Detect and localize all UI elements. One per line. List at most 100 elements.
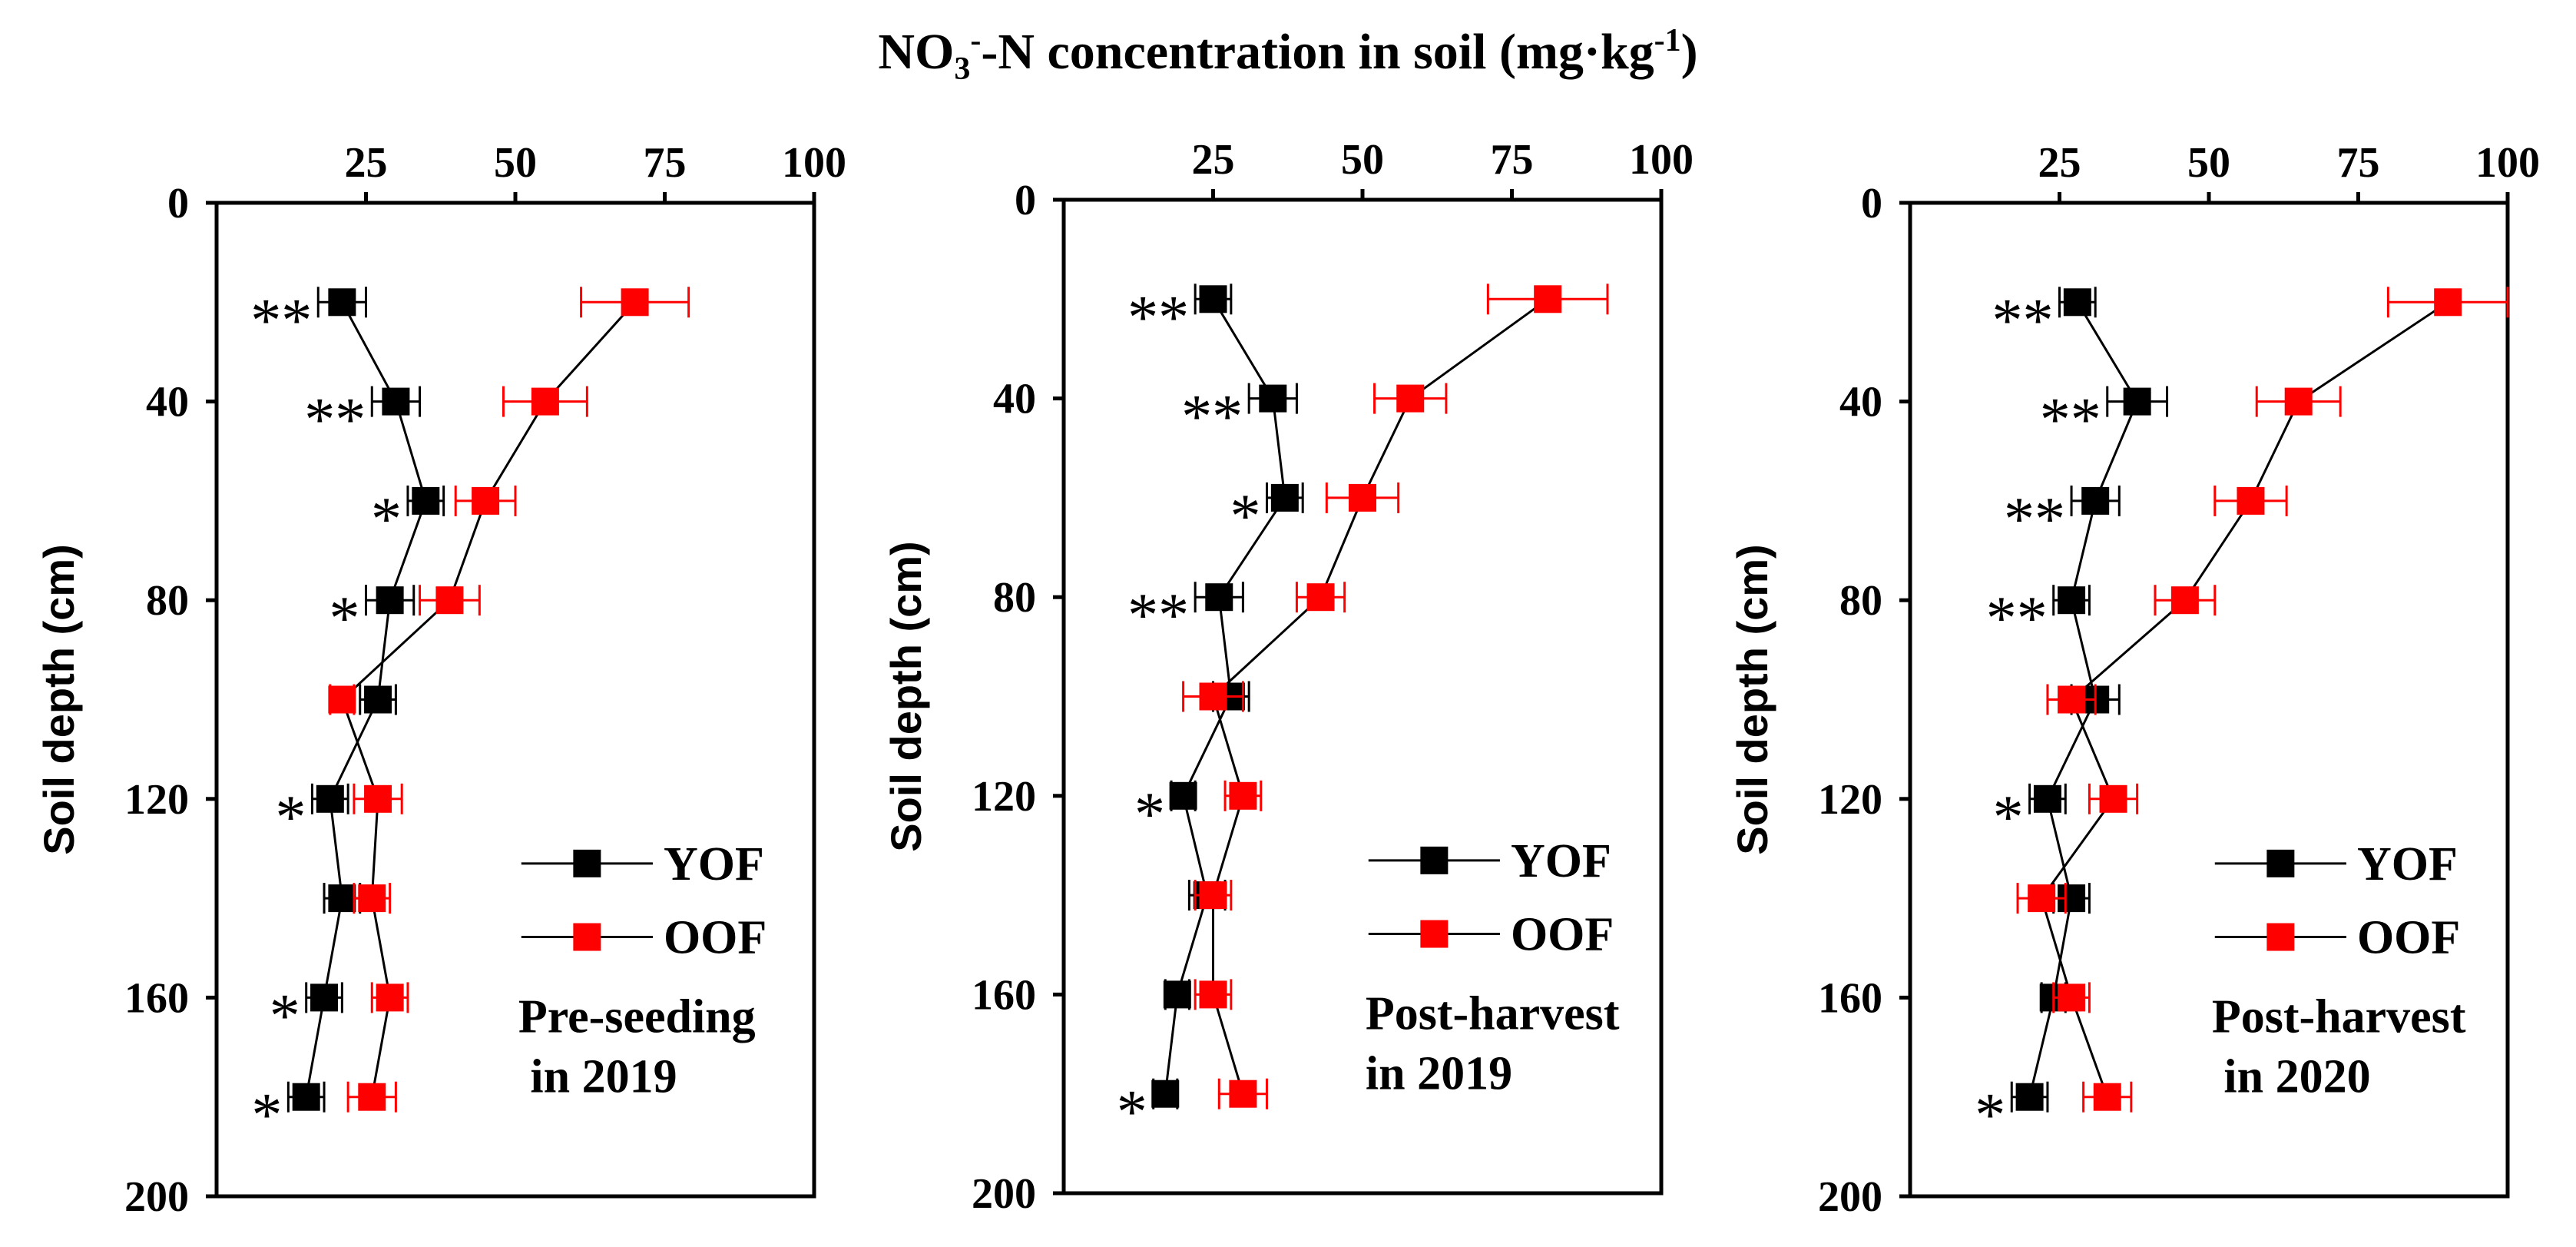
- data-point: [1199, 682, 1227, 711]
- y-tick-label: 40: [146, 379, 189, 426]
- x-tick-label: 100: [2475, 139, 2540, 187]
- y-axis-label: Soil depth (cm): [882, 541, 930, 851]
- x-tick-label: 75: [644, 139, 687, 187]
- significance-marker: *: [275, 784, 306, 851]
- legend-label-oof: OOF: [2357, 912, 2460, 964]
- figure-title: NO3--N concentration in soil (mg·kg-1): [878, 23, 1698, 88]
- x-tick-label: 100: [1629, 136, 1694, 184]
- data-point: [2058, 586, 2086, 615]
- y-tick-label: 200: [124, 1173, 189, 1221]
- significance-marker: **: [1127, 284, 1189, 351]
- y-tick-label: 40: [1839, 379, 1882, 426]
- y-tick-label: 160: [124, 974, 189, 1022]
- data-point: [1169, 781, 1197, 810]
- significance-marker: *: [1134, 781, 1165, 848]
- data-point: [328, 288, 356, 317]
- panel-annotation-line: in 2019: [1366, 1048, 1512, 1100]
- significance-marker: **: [1181, 383, 1243, 451]
- data-point: [1349, 483, 1376, 512]
- data-point: [1306, 583, 1335, 612]
- significance-marker: *: [1117, 1079, 1147, 1146]
- data-point: [376, 983, 404, 1012]
- y-tick-label: 80: [993, 574, 1036, 622]
- x-tick-label: 50: [494, 139, 537, 187]
- data-point: [358, 884, 386, 913]
- x-tick-label: 25: [345, 139, 388, 187]
- data-point: [376, 586, 404, 615]
- significance-marker: *: [270, 982, 300, 1050]
- panel-annotation: Post-harvest in 2020: [2212, 991, 2466, 1103]
- x-tick-label: 50: [1341, 136, 1384, 184]
- data-point: [1270, 483, 1299, 512]
- significance-marker: **: [250, 287, 312, 354]
- legend: YOF OOF: [1368, 835, 1614, 961]
- data-point: [328, 685, 356, 714]
- significance-marker: *: [1975, 1082, 2005, 1149]
- data-point: [1199, 980, 1227, 1009]
- data-point: [1199, 285, 1227, 313]
- data-point: [316, 784, 344, 813]
- data-point: [292, 1083, 320, 1111]
- legend-marker-oof: [573, 923, 601, 951]
- data-point: [364, 784, 392, 813]
- x-tick-label: 25: [2038, 139, 2081, 187]
- x-tick-label: 75: [2337, 139, 2380, 187]
- y-tick-label: 160: [972, 971, 1036, 1019]
- data-point: [621, 288, 649, 317]
- data-point: [1199, 881, 1227, 910]
- data-point: [382, 387, 410, 416]
- series-yof: [286, 287, 445, 1113]
- data-point: [2033, 784, 2061, 813]
- panel-annotation-line: Post-harvest: [1366, 988, 1620, 1040]
- x-tick-label: 75: [1491, 136, 1534, 184]
- y-tick-label: 40: [993, 376, 1036, 423]
- data-point: [1396, 384, 1425, 413]
- panel-annotation-line: Post-harvest: [2212, 991, 2466, 1043]
- significance-marker: *: [371, 486, 402, 553]
- y-tick-label: 120: [124, 776, 189, 824]
- y-axis-label: Soil depth (cm): [35, 544, 83, 854]
- data-point: [2063, 288, 2091, 317]
- series-oof: [2016, 287, 2509, 1113]
- series-oof: [328, 287, 690, 1113]
- legend-label-yof: YOF: [664, 838, 764, 890]
- data-point: [2058, 685, 2086, 714]
- data-point: [2093, 1083, 2121, 1111]
- significance-marker: *: [329, 585, 360, 652]
- data-point: [2284, 387, 2313, 416]
- significance-marker: *: [1993, 784, 2024, 851]
- y-tick-label: 120: [1818, 776, 1882, 824]
- panel-annotation-line: in 2020: [2212, 1051, 2371, 1103]
- y-tick-label: 80: [146, 577, 189, 625]
- y-tick-label: 0: [1861, 180, 1882, 227]
- legend-marker-yof: [2266, 849, 2295, 877]
- legend-label-yof: YOF: [1511, 835, 1611, 887]
- panel-annotation-line: Pre-seeding: [518, 991, 756, 1043]
- data-point: [310, 983, 339, 1012]
- x-tick-label: 25: [1192, 136, 1235, 184]
- legend-marker-oof: [1420, 920, 1449, 948]
- data-point: [2237, 486, 2265, 515]
- significance-marker: **: [2040, 386, 2101, 454]
- data-point: [328, 884, 356, 913]
- x-tick-label: 100: [782, 139, 846, 187]
- significance-marker: **: [1986, 585, 2048, 652]
- data-point: [2081, 486, 2110, 515]
- y-tick-label: 0: [167, 180, 189, 227]
- y-tick-label: 80: [1839, 577, 1882, 625]
- legend-marker-yof: [1420, 846, 1449, 874]
- series-line: [1211, 298, 1549, 1095]
- legend-marker-yof: [573, 849, 601, 877]
- data-point: [531, 387, 559, 416]
- legend: YOF OOF: [2214, 838, 2460, 964]
- significance-marker: **: [304, 386, 366, 454]
- y-tick-label: 200: [972, 1170, 1036, 1218]
- data-point: [1259, 384, 1287, 413]
- y-tick-label: 160: [1818, 974, 1882, 1022]
- data-point: [2015, 1083, 2044, 1111]
- data-point: [2099, 784, 2127, 813]
